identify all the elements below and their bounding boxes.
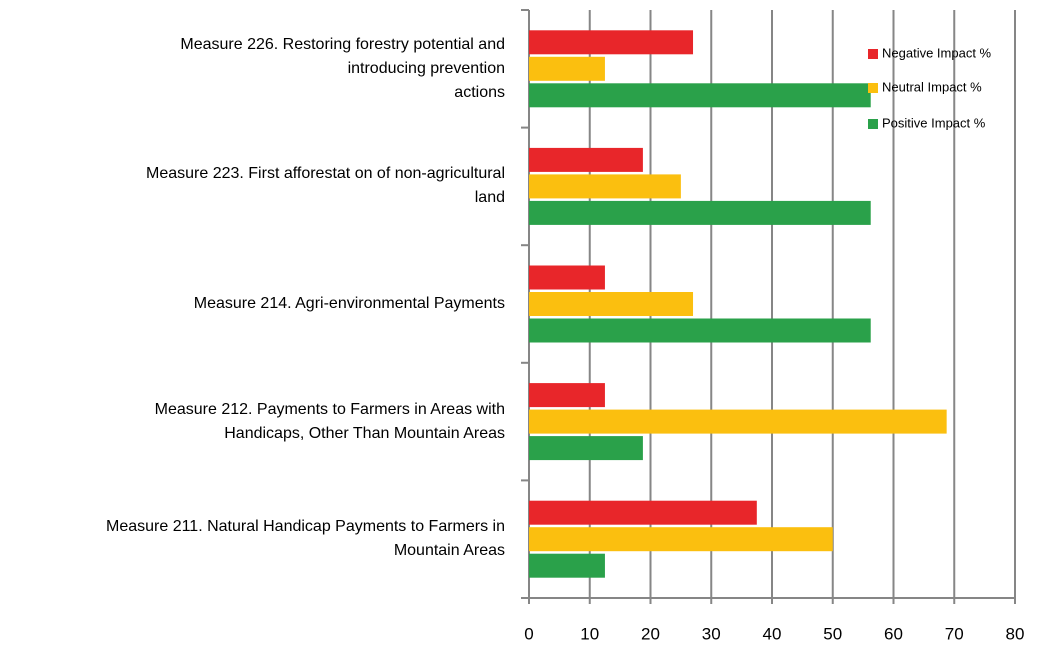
- x-tick-label: 50: [823, 624, 842, 643]
- category-label: Measure 214. Agri-environmental Payments: [193, 295, 505, 312]
- bar: [529, 553, 605, 578]
- legend-label: Positive Impact %: [882, 115, 986, 130]
- bar: [529, 318, 871, 343]
- legend-swatch: [868, 119, 878, 129]
- bar: [529, 436, 643, 461]
- bar: [529, 30, 694, 55]
- x-tick-label: 20: [641, 624, 660, 643]
- bar: [529, 200, 871, 225]
- x-tick-label: 60: [884, 624, 903, 643]
- legend-label: Neutral Impact %: [882, 79, 982, 94]
- x-tick-label: 30: [702, 624, 721, 643]
- legend-swatch: [868, 49, 878, 59]
- category-label: Measure 211. Natural Handicap Payments t…: [106, 518, 505, 560]
- legend-swatch: [868, 83, 878, 93]
- x-tick-label: 80: [1006, 624, 1025, 643]
- bar: [529, 174, 681, 199]
- bar: [529, 265, 605, 290]
- bar: [529, 383, 605, 408]
- bar: [529, 292, 694, 316]
- bar: [529, 56, 605, 81]
- bar: [529, 147, 643, 172]
- x-tick-label: 40: [763, 624, 782, 643]
- category-label: Measure 212. Payments to Farmers in Area…: [154, 400, 505, 442]
- bar: [529, 83, 871, 108]
- category-label: Measure 226. Restoring forestry potentia…: [180, 35, 505, 101]
- category-label: Measure 223. First afforestat on of non-…: [146, 165, 505, 207]
- bar: [529, 409, 947, 434]
- legend-label: Negative Impact %: [882, 45, 992, 60]
- x-tick-label: 10: [580, 624, 599, 643]
- bar: [529, 500, 757, 525]
- bar: [529, 527, 833, 552]
- x-tick-label: 0: [524, 624, 533, 643]
- x-tick-label: 70: [945, 624, 964, 643]
